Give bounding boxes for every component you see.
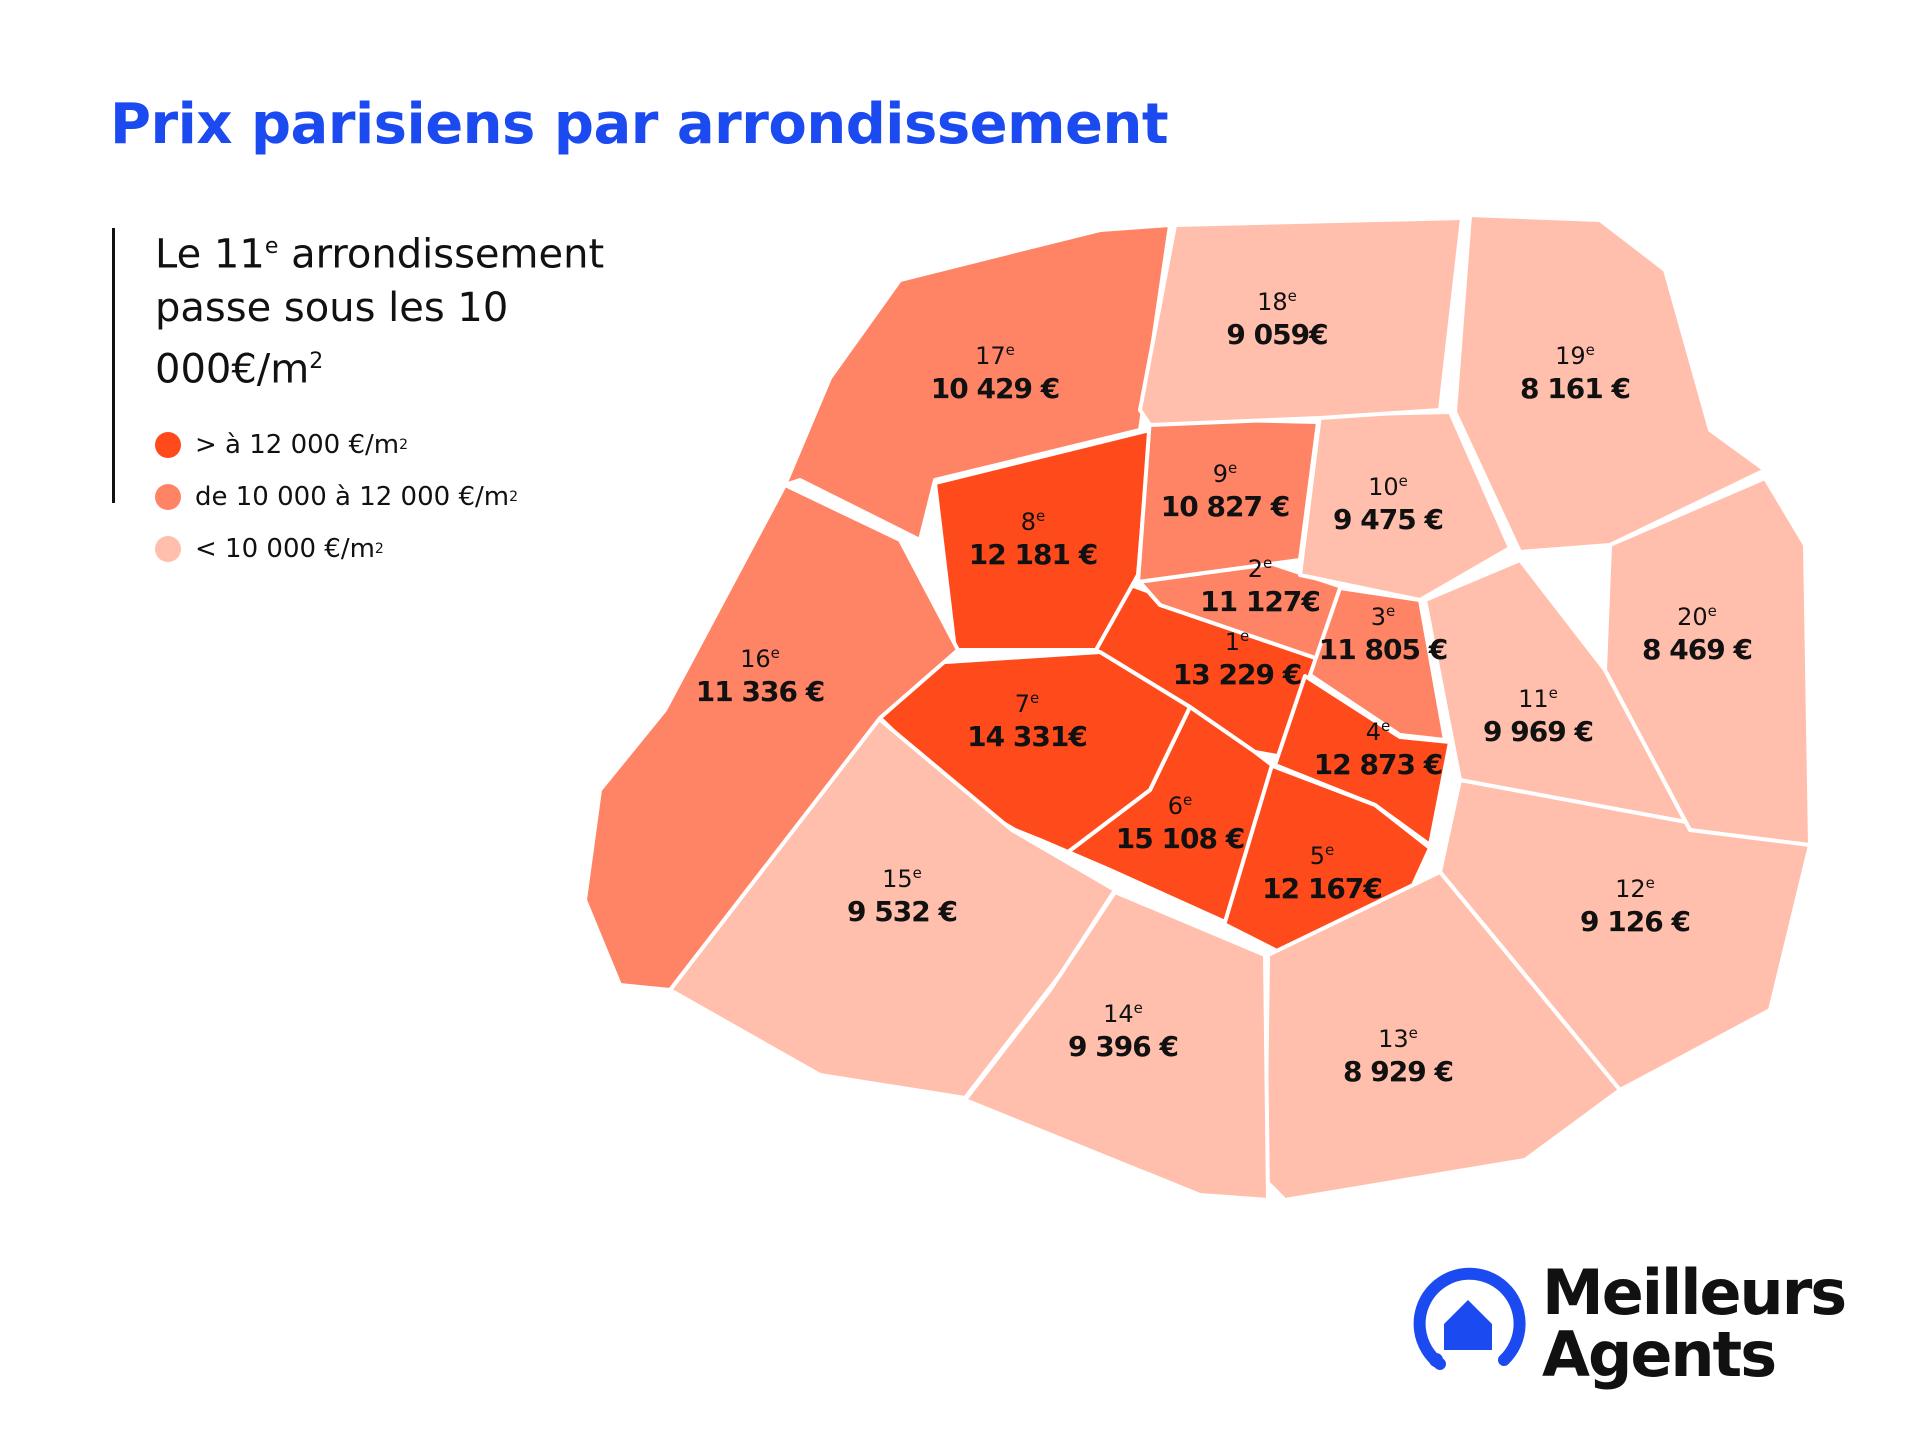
arrondissement-7-price: 14 331€ — [967, 720, 1087, 753]
legend-dot-mid — [155, 483, 181, 510]
arrondissement-12-price: 9 126 € — [1580, 905, 1690, 938]
arrondissement-8 — [933, 428, 1152, 652]
arrondissement-18-price: 9 059€ — [1226, 318, 1327, 351]
arrondissement-19-number: 19e — [1555, 341, 1595, 370]
legend-dot-low — [155, 535, 181, 562]
arrondissement-17-price: 10 429 € — [931, 372, 1059, 405]
arrondissement-15-price: 9 532 € — [847, 895, 957, 928]
legend-label-low: < 10 000 €/m — [195, 533, 375, 564]
arrondissement-19-price: 8 161 € — [1520, 372, 1630, 405]
subtitle-line1-pre: Le 11 — [155, 231, 265, 278]
info-block: Le 11e arrondissement passe sous les 10 … — [112, 228, 675, 564]
arrondissement-5-price: 12 167€ — [1262, 872, 1382, 905]
arrondissement-15 — [668, 716, 1117, 1100]
legend-label-mid: de 10 000 à 12 000 €/m — [195, 481, 510, 512]
arrondissement-16-price: 11 336 € — [696, 675, 824, 708]
legend-sup-mid: 2 — [509, 488, 518, 505]
legend-item-low: < 10 000 €/m 2 — [155, 523, 675, 575]
subtitle: Le 11e arrondissement passe sous les 10 … — [155, 220, 675, 397]
logo-text: Meilleurs Agents — [1542, 1256, 1847, 1391]
arrondissement-10-price: 9 475 € — [1333, 503, 1443, 536]
legend-item-mid: de 10 000 à 12 000 €/m 2 — [155, 471, 675, 523]
arrondissement-1-price: 13 229 € — [1173, 658, 1301, 691]
arrondissement-3-price: 11 805 € — [1319, 633, 1447, 666]
arrondissement-4-price: 12 873 € — [1314, 748, 1442, 781]
arrondissement-19 — [1453, 213, 1767, 554]
arrondissement-13-price: 8 929 € — [1343, 1055, 1453, 1088]
arrondissement-11-price: 9 969 € — [1483, 715, 1593, 748]
subtitle-line1-sup: e — [264, 234, 279, 259]
logo: Meilleurs Agents — [1408, 1256, 1847, 1391]
arrondissement-8-price: 12 181 € — [969, 538, 1097, 571]
legend-label-high: > à 12 000 €/m — [195, 429, 400, 460]
arrondissement-14-price: 9 396 € — [1068, 1030, 1178, 1063]
subtitle-line2-sup: 2 — [309, 349, 324, 375]
arrondissement-11-number: 11e — [1518, 684, 1558, 713]
arrondissement-2-price: 11 127€ — [1200, 585, 1320, 618]
legend: > à 12 000 €/m 2 de 10 000 à 12 000 €/m 2 … — [155, 419, 675, 575]
legend-dot-high — [155, 431, 181, 458]
arrondissement-16 — [583, 483, 960, 992]
arrondissement-20-price: 8 469 € — [1642, 633, 1752, 666]
arrondissement-20 — [1603, 476, 1812, 847]
logo-line2: Agents — [1542, 1318, 1777, 1391]
legend-item-high: > à 12 000 €/m 2 — [155, 419, 675, 471]
page-title: Prix parisiens par arrondissement — [110, 92, 1169, 157]
subtitle-line1-post: arrondissement — [278, 231, 605, 278]
logo-line1: Meilleurs — [1542, 1256, 1847, 1329]
legend-sup-high: 2 — [399, 436, 409, 453]
house-icon — [1413, 1267, 1526, 1370]
arrondissement-18 — [1138, 216, 1464, 427]
arrondissement-9-price: 10 827 € — [1161, 490, 1289, 523]
legend-sup-low: 2 — [374, 540, 384, 557]
arrondissement-6-price: 15 108 € — [1116, 822, 1244, 855]
subtitle-line2: passe sous les 10 000€/m — [155, 285, 509, 393]
